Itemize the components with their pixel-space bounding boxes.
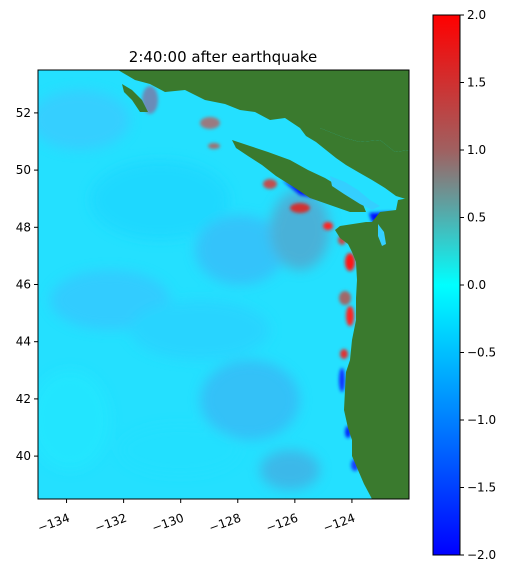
x-tick-label: −132 <box>93 511 129 535</box>
y-tick-label: 52 <box>16 106 31 120</box>
x-tick-label: −126 <box>264 511 300 535</box>
land <box>118 70 409 499</box>
colorbar: −2.0 −1.5 −1.0 −0.5 0.0 0.5 1.0 1.5 2.0 <box>432 8 496 562</box>
land-vancouver-island <box>232 140 366 212</box>
x-axis: −134 −132 −130 −128 −126 −124 <box>36 499 357 535</box>
y-tick-label: 42 <box>16 392 31 406</box>
map-title: 2:40:00 after earthquake <box>129 48 317 66</box>
x-tick-label: −130 <box>150 511 186 535</box>
land-mainland-bc <box>300 128 409 200</box>
georgia-strait <box>330 176 380 210</box>
land-us-coast <box>335 198 409 499</box>
colorbar-tick-label: 0.0 <box>467 278 486 292</box>
colorbar-tick-label: 0.5 <box>467 211 486 225</box>
y-tick-label: 50 <box>16 163 31 177</box>
colorbar-tick-label: 2.0 <box>467 8 486 22</box>
colorbar-tick-label: −1.0 <box>467 413 496 427</box>
colorbar-tick-label: −1.5 <box>467 481 496 495</box>
land-haida-gwaii <box>122 84 148 112</box>
x-tick-label: −128 <box>207 511 243 535</box>
colorbar-ticks: −2.0 −1.5 −1.0 −0.5 0.0 0.5 1.0 1.5 2.0 <box>460 8 496 562</box>
colorbar-gradient <box>432 14 461 556</box>
colorbar-tick-label: −2.0 <box>467 548 496 562</box>
colorbar-tick-label: 1.0 <box>467 143 486 157</box>
puget-sound <box>378 224 386 246</box>
colorbar-tick-label: −0.5 <box>467 346 496 360</box>
land-north <box>118 70 409 152</box>
map-panel <box>38 70 409 499</box>
x-tick-label: −124 <box>321 511 357 535</box>
y-axis: 40 42 44 46 48 50 52 <box>16 106 38 463</box>
y-tick-label: 40 <box>16 449 31 463</box>
y-tick-label: 48 <box>16 220 31 234</box>
ocean-texture <box>38 90 330 490</box>
colorbar-tick-label: 1.5 <box>467 76 486 90</box>
land-olympic <box>340 222 372 234</box>
y-tick-label: 44 <box>16 335 31 349</box>
y-tick-label: 46 <box>16 278 31 292</box>
x-tick-label: −134 <box>36 511 72 535</box>
